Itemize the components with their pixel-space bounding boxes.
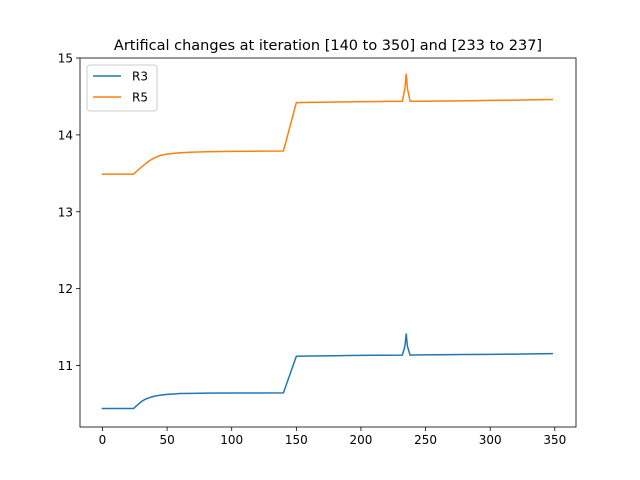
x-tick-label: 100 <box>220 433 243 447</box>
x-axis: 0 50 100 150 200 250 300 350 <box>99 427 566 447</box>
x-tick-label: 300 <box>479 433 502 447</box>
y-tick-label: 14 <box>58 128 73 142</box>
chart-title: Artifical changes at iteration [140 to 3… <box>114 38 542 54</box>
x-tick-label: 350 <box>543 433 566 447</box>
series-line-r5 <box>101 73 553 175</box>
axes-frame <box>79 57 577 428</box>
y-tick-label: 15 <box>58 52 73 66</box>
y-tick-label: 12 <box>58 282 73 296</box>
y-tick-label: 11 <box>58 359 73 373</box>
series-group <box>101 73 553 410</box>
legend: R3 R5 <box>86 64 158 112</box>
axes-background <box>80 58 576 427</box>
series-line-r3 <box>101 333 553 410</box>
plot-area <box>79 57 577 428</box>
x-tick-label: 250 <box>414 433 437 447</box>
x-tick-label: 200 <box>350 433 373 447</box>
x-tick-label: 50 <box>159 433 174 447</box>
legend-label-r3: R3 <box>132 70 148 84</box>
y-axis: 11 12 13 14 15 <box>58 52 80 373</box>
x-tick-label: 0 <box>99 433 107 447</box>
x-tick-label: 150 <box>285 433 308 447</box>
legend-label-r5: R5 <box>132 91 148 105</box>
y-tick-label: 13 <box>58 205 73 219</box>
